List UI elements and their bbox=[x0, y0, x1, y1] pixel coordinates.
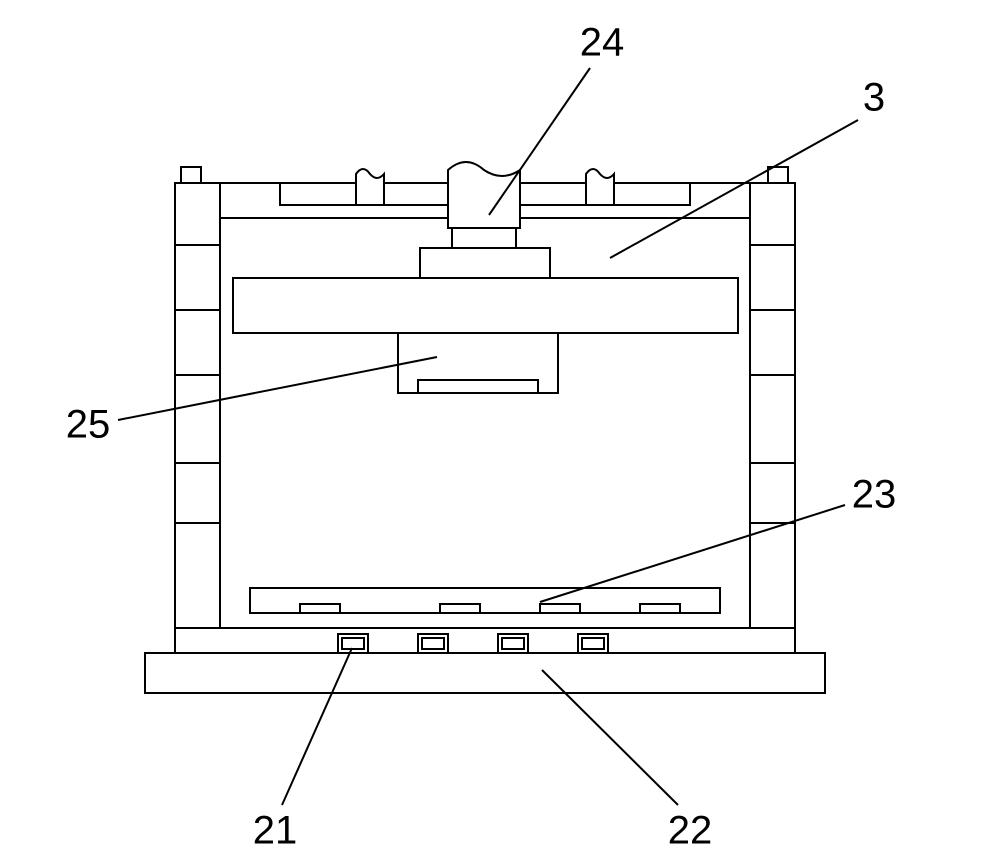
leader-line-25 bbox=[118, 357, 437, 420]
label-24: 24 bbox=[580, 21, 625, 65]
mechanical-diagram: 24 3 25 23 21 22 bbox=[0, 0, 1000, 863]
label-22: 22 bbox=[668, 809, 713, 853]
shapes-layer bbox=[145, 162, 825, 693]
label-3: 3 bbox=[863, 76, 885, 120]
label-21: 21 bbox=[253, 809, 298, 853]
label-23: 23 bbox=[852, 473, 897, 517]
label-25: 25 bbox=[66, 403, 111, 447]
